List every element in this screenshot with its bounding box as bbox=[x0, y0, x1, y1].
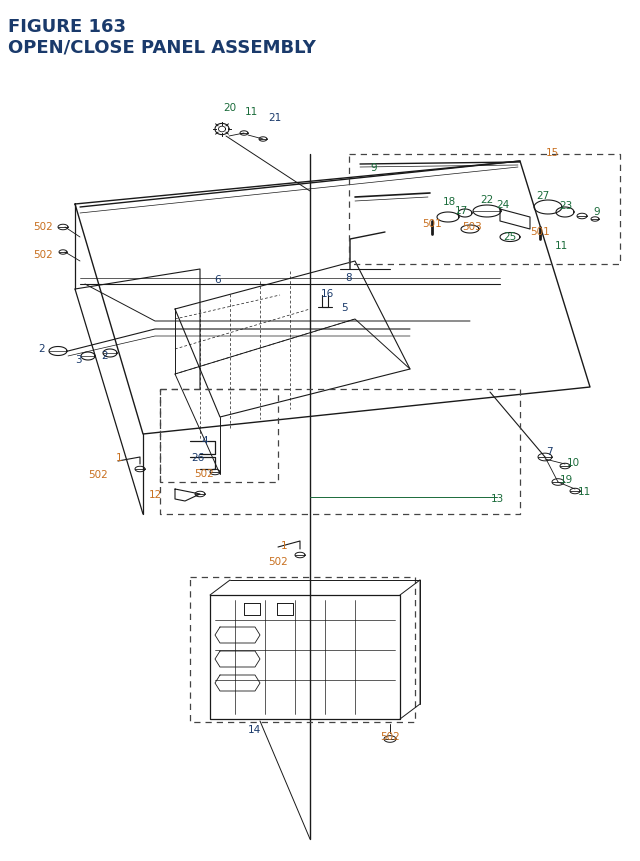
Text: 2: 2 bbox=[102, 350, 108, 361]
Text: 502: 502 bbox=[268, 556, 288, 567]
Text: 14: 14 bbox=[248, 724, 260, 734]
Text: 27: 27 bbox=[536, 191, 550, 201]
Text: 26: 26 bbox=[191, 453, 205, 462]
Text: 503: 503 bbox=[462, 222, 482, 232]
Text: 11: 11 bbox=[577, 486, 591, 497]
Text: 9: 9 bbox=[594, 207, 600, 217]
Text: OPEN/CLOSE PANEL ASSEMBLY: OPEN/CLOSE PANEL ASSEMBLY bbox=[8, 38, 316, 56]
Text: 10: 10 bbox=[566, 457, 580, 468]
Text: 24: 24 bbox=[497, 200, 509, 210]
Text: 1: 1 bbox=[116, 453, 122, 462]
Text: 12: 12 bbox=[148, 489, 162, 499]
Text: 21: 21 bbox=[268, 113, 282, 123]
Text: 18: 18 bbox=[442, 197, 456, 207]
Text: 20: 20 bbox=[223, 102, 237, 113]
Text: 25: 25 bbox=[504, 232, 516, 242]
Text: 7: 7 bbox=[546, 447, 552, 456]
Text: 502: 502 bbox=[380, 731, 400, 741]
Text: 501: 501 bbox=[422, 219, 442, 229]
Text: 11: 11 bbox=[554, 241, 568, 251]
Text: 2: 2 bbox=[38, 344, 45, 354]
Text: 3: 3 bbox=[75, 355, 81, 364]
Text: 19: 19 bbox=[559, 474, 573, 485]
Text: 6: 6 bbox=[214, 275, 221, 285]
Text: 1: 1 bbox=[281, 541, 287, 550]
Text: FIGURE 163: FIGURE 163 bbox=[8, 18, 126, 36]
Text: 11: 11 bbox=[244, 107, 258, 117]
Text: 23: 23 bbox=[559, 201, 573, 211]
Text: 4: 4 bbox=[202, 436, 208, 445]
Text: 502: 502 bbox=[194, 468, 214, 479]
Text: 501: 501 bbox=[530, 226, 550, 237]
Text: 502: 502 bbox=[88, 469, 108, 480]
Text: 15: 15 bbox=[545, 148, 559, 158]
Text: 22: 22 bbox=[481, 195, 493, 205]
Text: 8: 8 bbox=[346, 273, 352, 282]
Text: 17: 17 bbox=[454, 206, 468, 216]
Text: 502: 502 bbox=[33, 222, 53, 232]
Text: 13: 13 bbox=[490, 493, 504, 504]
Text: 5: 5 bbox=[342, 303, 348, 313]
Text: 502: 502 bbox=[33, 250, 53, 260]
Text: 9: 9 bbox=[371, 163, 378, 173]
Text: 16: 16 bbox=[321, 288, 333, 299]
